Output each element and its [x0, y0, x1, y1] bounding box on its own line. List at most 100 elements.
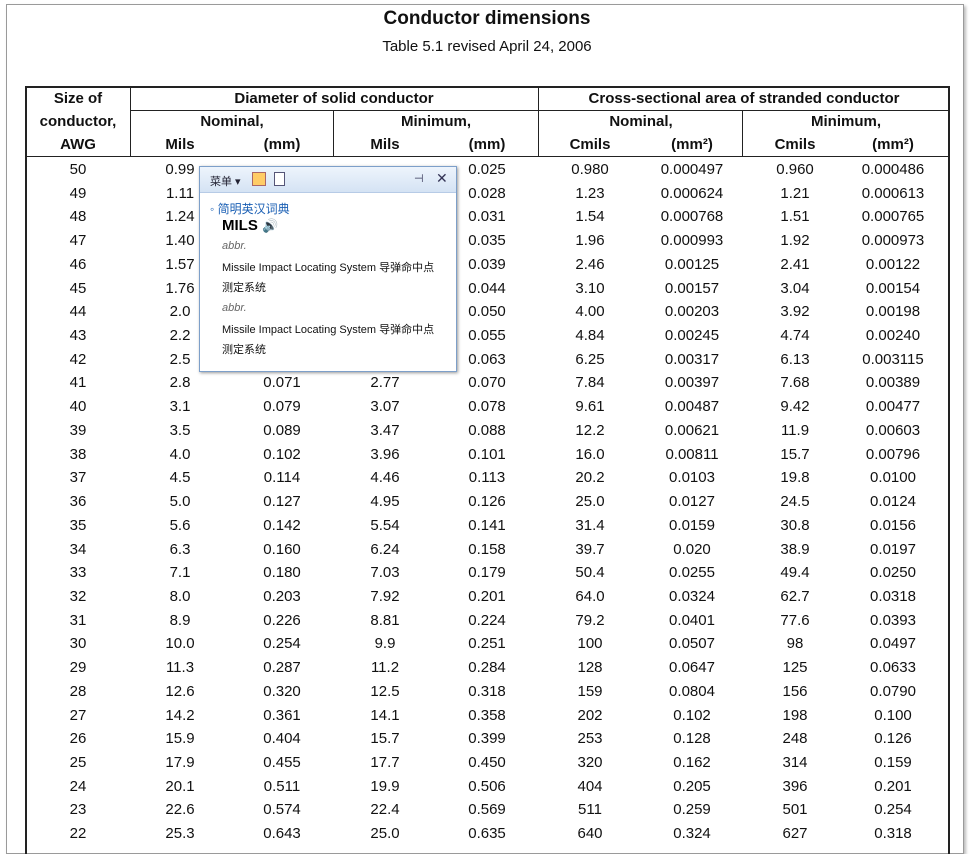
cell: 2.2: [169, 327, 191, 345]
cell: 640: [577, 825, 603, 843]
cell: 1.92: [780, 232, 810, 250]
cell: 501: [782, 801, 808, 819]
cell: 0.251: [468, 635, 506, 653]
cell: 0.0393: [870, 611, 916, 629]
cell: 3.07: [370, 398, 400, 416]
cell: 0.126: [468, 493, 506, 511]
cell: 0.0103: [669, 469, 715, 487]
cell: 0.141: [468, 516, 506, 534]
cell: 0.00621: [664, 421, 720, 439]
cell: 0.159: [874, 754, 912, 771]
cell: 38: [69, 445, 87, 463]
cell: 4.46: [370, 469, 400, 487]
cell: 0.028: [468, 184, 506, 202]
cell: 2.5: [169, 350, 191, 368]
rule: [25, 86, 950, 88]
cell: 15.7: [780, 445, 810, 463]
unit-header: (mm²): [872, 136, 914, 153]
pin-button[interactable]: ⊣: [414, 173, 424, 185]
speaker-icon[interactable]: 🔊: [262, 218, 279, 233]
cell: 0.000765: [861, 208, 925, 226]
cell: 627: [782, 825, 808, 843]
cell: 0.0255: [669, 564, 715, 582]
cell: 0.0197: [870, 540, 916, 558]
cell: 48: [69, 208, 87, 226]
cell: 253: [577, 730, 603, 748]
header-cell: conductor,: [39, 113, 117, 130]
icon[interactable]: [274, 172, 285, 186]
cell: 0.0159: [669, 516, 715, 534]
cell: 0.324: [673, 825, 711, 843]
subgroup-header: Nominal,: [609, 113, 673, 130]
cell: 0.071: [263, 374, 301, 392]
rule: [948, 86, 950, 854]
cell: 62.7: [780, 587, 810, 605]
cell: 17.9: [165, 754, 195, 771]
cell: 0.000613: [861, 184, 925, 202]
cell: 0.00603: [865, 421, 921, 439]
menu-label: 菜单: [210, 176, 232, 188]
cell: 4.84: [575, 327, 605, 345]
part-of-speech: abbr.: [222, 302, 247, 314]
cell: 33: [69, 564, 87, 582]
cell: 0.226: [263, 611, 301, 629]
cell: 11.3: [165, 659, 195, 677]
cell: 0.0507: [669, 635, 715, 653]
cell: 36: [69, 493, 87, 511]
cell: 396: [782, 777, 808, 795]
cell: 39.7: [575, 540, 605, 558]
cell: 0.00317: [664, 350, 720, 368]
close-button[interactable]: ✕: [436, 170, 448, 186]
cell: 0.284: [468, 659, 506, 677]
cell: 14.1: [370, 706, 400, 724]
cell: 4.00: [575, 303, 605, 321]
cell: 3.5: [169, 421, 191, 439]
word: MILS 🔊: [222, 217, 278, 234]
rule: [538, 86, 539, 157]
cell: 1.57: [165, 255, 195, 273]
cell: 511: [578, 801, 602, 819]
cell: 15.9: [165, 730, 195, 748]
cell: 4.5: [169, 469, 191, 487]
cell: 1.11: [165, 184, 195, 202]
cell: 0.511: [263, 777, 301, 795]
word-text: MILS: [222, 217, 258, 234]
unit-header: Cmils: [569, 136, 611, 153]
rule: [333, 110, 334, 157]
cell: 7.1: [169, 564, 191, 582]
cell: 0.142: [263, 516, 301, 534]
cell: 0.00240: [865, 327, 921, 345]
cell: 79.2: [575, 611, 605, 629]
cell: 4.95: [370, 493, 400, 511]
unit-header: (mm): [263, 136, 301, 153]
cell: 0.00389: [865, 374, 921, 392]
rule: [25, 156, 950, 157]
cell: 23: [69, 801, 87, 819]
cell: 10.0: [165, 635, 195, 653]
cell: 0.000993: [660, 232, 724, 250]
cell: 0.078: [468, 398, 506, 416]
cell: 64.0: [575, 587, 605, 605]
unit-header: (mm): [468, 136, 506, 153]
cell: 12.6: [165, 682, 195, 700]
cell: 314: [782, 754, 808, 771]
cell: 8.81: [370, 611, 400, 629]
subgroup-header: Minimum,: [811, 113, 881, 130]
cell: 41: [69, 374, 87, 392]
header-cell: AWG: [60, 136, 96, 153]
cell: 7.84: [575, 374, 605, 392]
cell: 3.04: [780, 279, 810, 297]
cell: 0.450: [468, 754, 506, 771]
cell: 25.3: [165, 825, 195, 843]
cell: 0.088: [468, 421, 506, 439]
cell: 50.4: [575, 564, 605, 582]
header-cell: Size of: [53, 90, 103, 107]
cell: 0.00122: [865, 255, 921, 273]
menu-button[interactable]: 菜单 ▾: [210, 176, 241, 188]
cell: 25.0: [370, 825, 400, 843]
icon[interactable]: [252, 172, 266, 186]
cell: 0.318: [468, 682, 506, 700]
cell: 7.03: [370, 564, 400, 582]
cell: 0.114: [263, 469, 301, 487]
